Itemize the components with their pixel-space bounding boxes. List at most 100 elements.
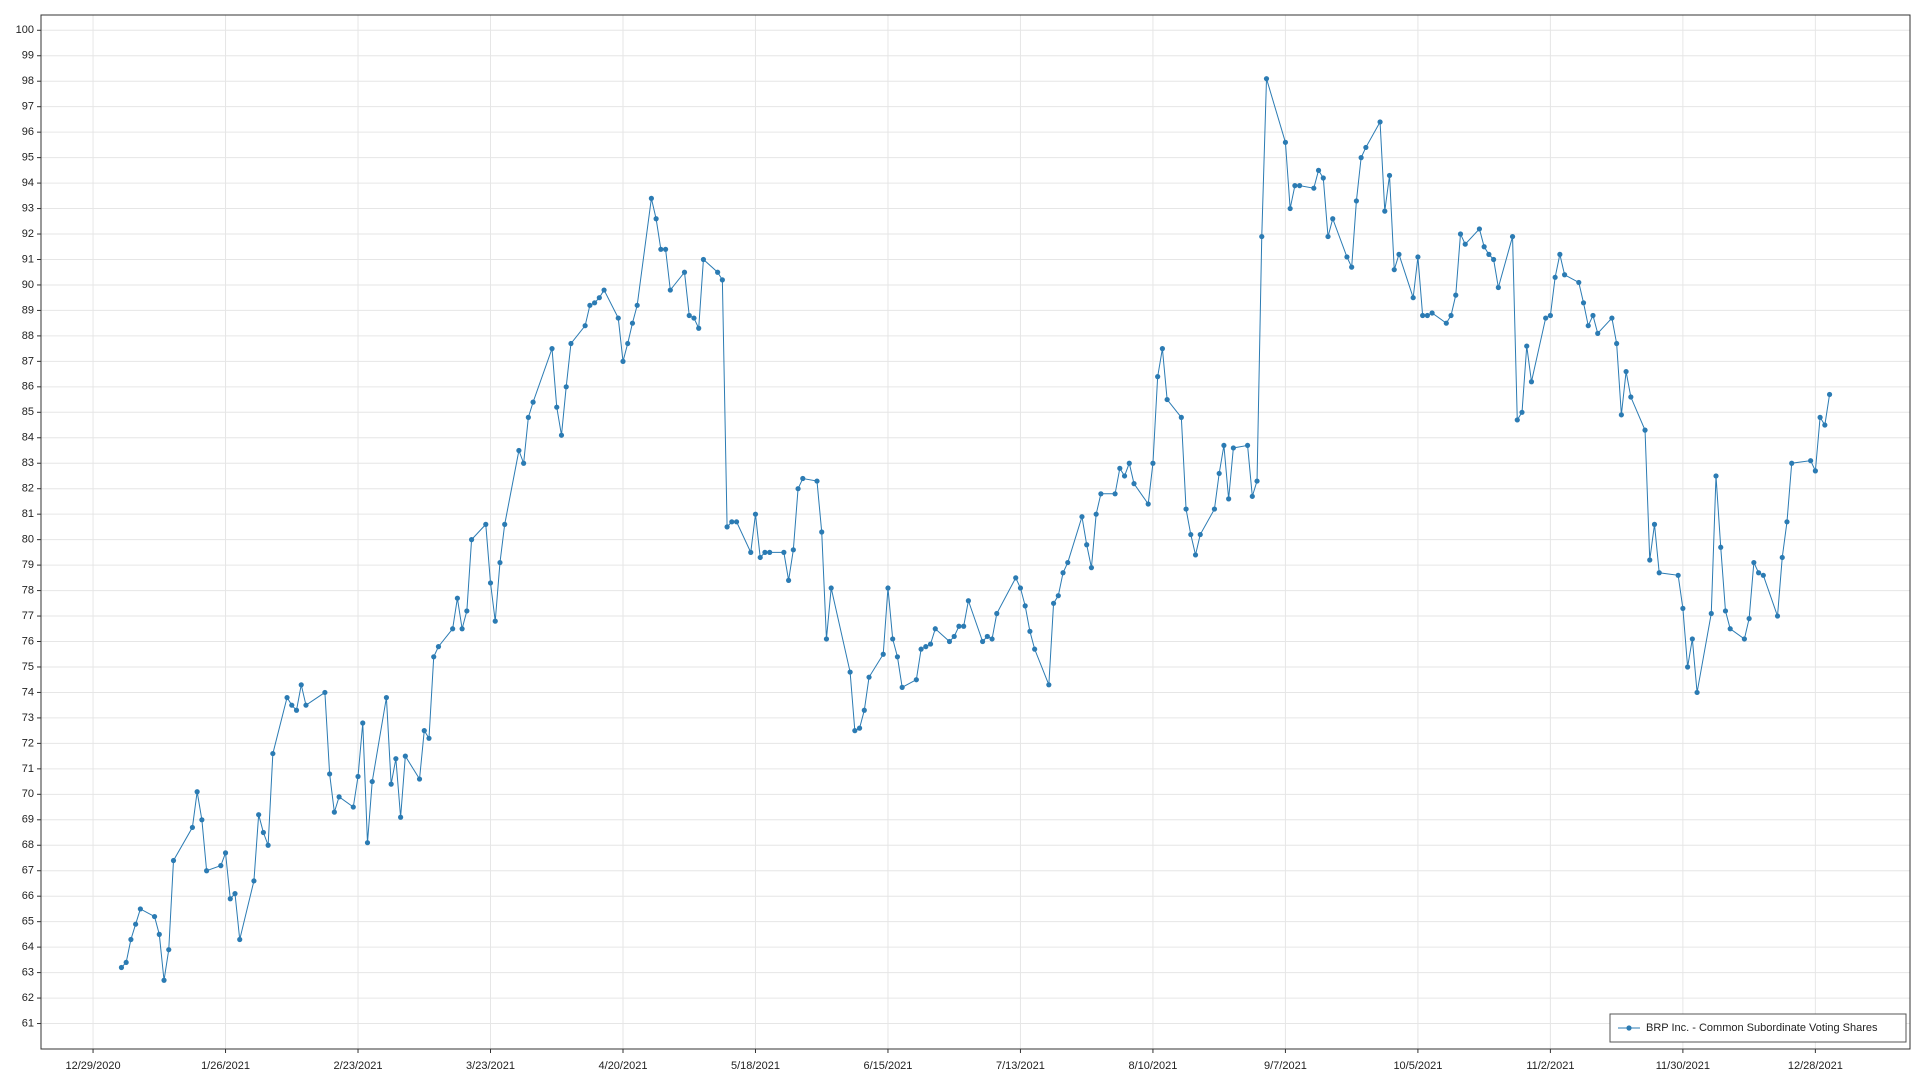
data-point xyxy=(464,608,470,614)
data-point xyxy=(852,728,858,734)
data-point xyxy=(525,414,531,420)
y-tick-label: 81 xyxy=(22,508,34,520)
data-point xyxy=(786,577,792,583)
data-point xyxy=(1476,226,1483,232)
data-point xyxy=(1192,552,1199,558)
data-point xyxy=(625,340,631,347)
y-tick-label: 68 xyxy=(22,839,34,851)
data-point xyxy=(951,633,957,640)
data-point xyxy=(1647,557,1653,563)
data-point xyxy=(927,641,934,647)
data-point xyxy=(568,340,574,347)
y-tick-label: 100 xyxy=(16,24,34,36)
y-tick-label: 88 xyxy=(22,330,34,342)
x-tick-label: 10/5/2021 xyxy=(1393,1060,1442,1072)
data-point xyxy=(270,750,276,757)
data-point xyxy=(1751,559,1757,566)
data-point xyxy=(681,269,688,275)
x-tick-label: 12/29/2020 xyxy=(66,1060,121,1072)
data-point xyxy=(814,478,820,484)
data-point xyxy=(483,521,489,527)
y-tick-label: 70 xyxy=(22,788,34,800)
data-point xyxy=(899,684,905,690)
data-point xyxy=(847,669,853,675)
data-point xyxy=(1448,312,1454,319)
data-point xyxy=(696,325,702,331)
x-tick-label: 7/13/2021 xyxy=(996,1060,1045,1072)
y-tick-label: 95 xyxy=(22,152,34,164)
data-point xyxy=(222,850,229,856)
data-point xyxy=(355,773,361,780)
data-point xyxy=(1382,208,1388,214)
data-point xyxy=(369,778,375,785)
data-point xyxy=(1509,233,1516,240)
data-point xyxy=(1580,300,1587,306)
data-point xyxy=(1760,572,1766,578)
data-point xyxy=(421,728,427,734)
data-point xyxy=(1259,233,1265,240)
y-tick-label: 90 xyxy=(22,279,34,291)
data-point xyxy=(1358,155,1364,161)
data-point xyxy=(823,636,830,642)
data-point xyxy=(521,460,527,466)
data-point xyxy=(1486,251,1492,257)
data-point xyxy=(1183,506,1189,512)
data-point xyxy=(1032,646,1038,652)
y-tick-label: 69 xyxy=(22,814,34,826)
data-point xyxy=(587,302,593,308)
data-point xyxy=(1623,368,1629,375)
y-tick-label: 86 xyxy=(22,381,34,393)
data-point xyxy=(1226,496,1232,502)
y-tick-label: 99 xyxy=(22,50,34,62)
data-point xyxy=(170,857,177,864)
data-point xyxy=(984,633,990,640)
data-point xyxy=(1424,312,1430,319)
data-point xyxy=(1514,417,1520,423)
data-point xyxy=(459,626,465,632)
data-point xyxy=(331,809,337,815)
data-point xyxy=(913,677,919,683)
x-tick-label: 4/20/2021 xyxy=(599,1060,648,1072)
y-tick-label: 76 xyxy=(22,635,34,647)
data-point xyxy=(1022,603,1028,609)
data-point xyxy=(1642,427,1648,433)
y-tick-label: 82 xyxy=(22,483,34,495)
data-point xyxy=(856,725,863,731)
y-tick-label: 94 xyxy=(22,177,34,189)
y-tick-label: 97 xyxy=(22,101,34,113)
data-point xyxy=(383,694,390,701)
y-tick-label: 74 xyxy=(22,686,34,698)
data-point xyxy=(634,302,640,308)
y-tick-label: 96 xyxy=(22,126,34,138)
data-point xyxy=(1093,511,1099,517)
data-point xyxy=(596,295,602,301)
data-point xyxy=(1344,254,1350,260)
data-point xyxy=(1722,608,1729,614)
data-point xyxy=(880,651,886,657)
data-point xyxy=(303,702,309,708)
data-point xyxy=(1112,491,1118,497)
data-point xyxy=(327,771,333,777)
plot-frame xyxy=(40,14,1911,1050)
data-point xyxy=(360,720,366,726)
data-point xyxy=(336,794,342,800)
y-tick-label: 91 xyxy=(22,253,34,265)
data-point xyxy=(204,868,210,874)
data-point xyxy=(989,636,995,642)
data-point xyxy=(1046,682,1052,688)
data-point xyxy=(1609,315,1615,321)
data-point xyxy=(1244,442,1251,449)
y-tick-label: 64 xyxy=(22,941,34,953)
y-tick-label: 84 xyxy=(22,432,34,444)
data-point xyxy=(194,789,200,795)
data-point xyxy=(1718,544,1724,550)
data-point xyxy=(1188,531,1194,538)
x-tick-label: 9/7/2021 xyxy=(1264,1060,1307,1072)
data-point xyxy=(1117,465,1123,471)
data-point xyxy=(629,320,636,326)
data-point xyxy=(1292,183,1298,189)
data-point xyxy=(161,977,167,983)
data-point xyxy=(554,404,560,410)
data-point xyxy=(1155,374,1161,380)
y-tick-label: 93 xyxy=(22,202,34,214)
